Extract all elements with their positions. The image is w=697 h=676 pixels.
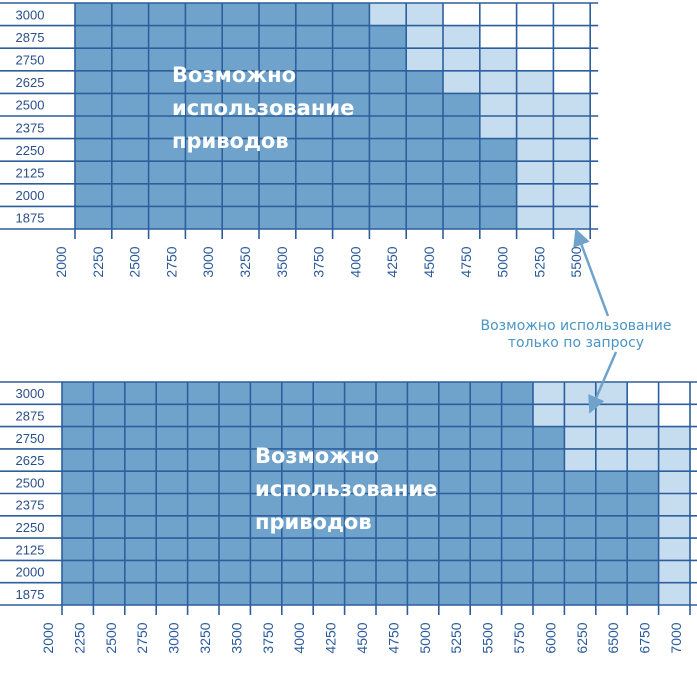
dark-cells xyxy=(62,560,659,583)
column-label: 5750 xyxy=(511,622,527,653)
grid: 3000 2875 2750 2625 2500 2375 2250 2125 2000 1875… xyxy=(0,2,599,278)
column-label: 5500 xyxy=(568,246,584,277)
dark-cells xyxy=(62,471,659,494)
row-label: 2875 xyxy=(16,30,45,45)
row-label: 2375 xyxy=(16,498,45,513)
column-label: 5000 xyxy=(495,246,511,277)
column-label: 5000 xyxy=(417,622,433,653)
column-label: 5500 xyxy=(480,622,496,653)
grid-caption: приводов xyxy=(172,129,289,153)
light-cells xyxy=(658,471,690,494)
row-label: 2500 xyxy=(16,98,45,113)
column-label: 3250 xyxy=(237,246,253,277)
column-label: 6000 xyxy=(542,622,558,653)
grid: 3000 2875 2750 2625 2500 2375 2250 2125 2000 1875… xyxy=(0,381,697,654)
column-label: 7000 xyxy=(668,622,684,653)
column-label: 2750 xyxy=(163,246,179,277)
dark-cells xyxy=(75,116,480,139)
row-label: 3000 xyxy=(16,7,45,22)
light-cells xyxy=(443,70,554,94)
grid-caption: использование xyxy=(255,477,437,501)
row-label: 2250 xyxy=(16,143,45,158)
column-label: 4250 xyxy=(323,622,339,653)
row-label: 2750 xyxy=(16,53,45,68)
row-label: 2875 xyxy=(16,408,45,423)
column-label: 4500 xyxy=(354,622,370,653)
column-label: 2500 xyxy=(127,246,143,277)
row-label: 2250 xyxy=(16,520,45,535)
column-label: 6250 xyxy=(574,622,590,653)
column-label: 2000 xyxy=(40,622,56,653)
column-label: 3000 xyxy=(200,246,216,277)
grid-caption: использование xyxy=(172,96,354,120)
row-label: 2750 xyxy=(16,431,45,446)
row-label: 2125 xyxy=(16,542,45,557)
row-label: 2125 xyxy=(16,166,45,181)
column-label: 4000 xyxy=(291,622,307,653)
row-label: 1875 xyxy=(16,211,45,226)
column-label: 3000 xyxy=(166,622,182,653)
column-label: 6750 xyxy=(637,622,653,653)
light-cells xyxy=(406,48,517,71)
arrow xyxy=(573,228,610,317)
column-label: 2500 xyxy=(103,622,119,653)
dark-cells xyxy=(75,48,407,71)
column-label: 4750 xyxy=(458,246,474,277)
column-label: 2750 xyxy=(134,622,150,653)
column-label: 3750 xyxy=(311,246,327,277)
dark-cells xyxy=(62,582,659,605)
row-label: 2625 xyxy=(16,453,45,468)
column-label: 3500 xyxy=(228,622,244,653)
light-cells xyxy=(479,93,591,116)
row-label: 2000 xyxy=(16,188,45,203)
dark-cells xyxy=(62,515,659,539)
column-label: 3750 xyxy=(260,622,276,653)
row-label: 2500 xyxy=(16,475,45,490)
row-label: 2625 xyxy=(16,75,45,90)
dark-cells xyxy=(62,404,533,427)
arrow xyxy=(588,351,618,414)
column-label: 6500 xyxy=(605,622,621,653)
light-cells xyxy=(658,560,690,583)
row-label: 2000 xyxy=(16,565,45,580)
column-label: 4500 xyxy=(421,246,437,277)
column-label: 3250 xyxy=(197,622,213,653)
dark-cells xyxy=(75,25,407,49)
grid-caption: Возможно xyxy=(255,444,379,468)
dark-cells xyxy=(62,493,659,516)
grid-caption: Возможно xyxy=(172,63,296,87)
light-cells xyxy=(658,582,690,605)
light-cells xyxy=(533,382,628,405)
light-cells xyxy=(658,538,690,561)
column-label: 4750 xyxy=(385,622,401,653)
dark-cells xyxy=(62,538,659,561)
column-label: 4000 xyxy=(347,246,363,277)
light-cells xyxy=(479,116,591,139)
column-label: 5250 xyxy=(448,622,464,653)
column-label: 4250 xyxy=(384,246,400,277)
row-label: 1875 xyxy=(16,587,45,602)
column-label: 3500 xyxy=(274,246,290,277)
column-label: 5250 xyxy=(531,246,547,277)
grid-caption: приводов xyxy=(255,510,372,534)
light-cells xyxy=(658,493,690,516)
note-line: Возможно использование xyxy=(481,318,672,334)
row-label: 2375 xyxy=(16,120,45,135)
column-label: 2250 xyxy=(71,622,87,653)
column-label: 2250 xyxy=(90,246,106,277)
dark-cells xyxy=(75,93,480,116)
light-cells xyxy=(658,515,690,539)
note-line: только по запросу xyxy=(508,335,644,351)
column-label: 2000 xyxy=(53,246,69,277)
dark-cells xyxy=(62,382,533,405)
row-label: 3000 xyxy=(16,386,45,401)
